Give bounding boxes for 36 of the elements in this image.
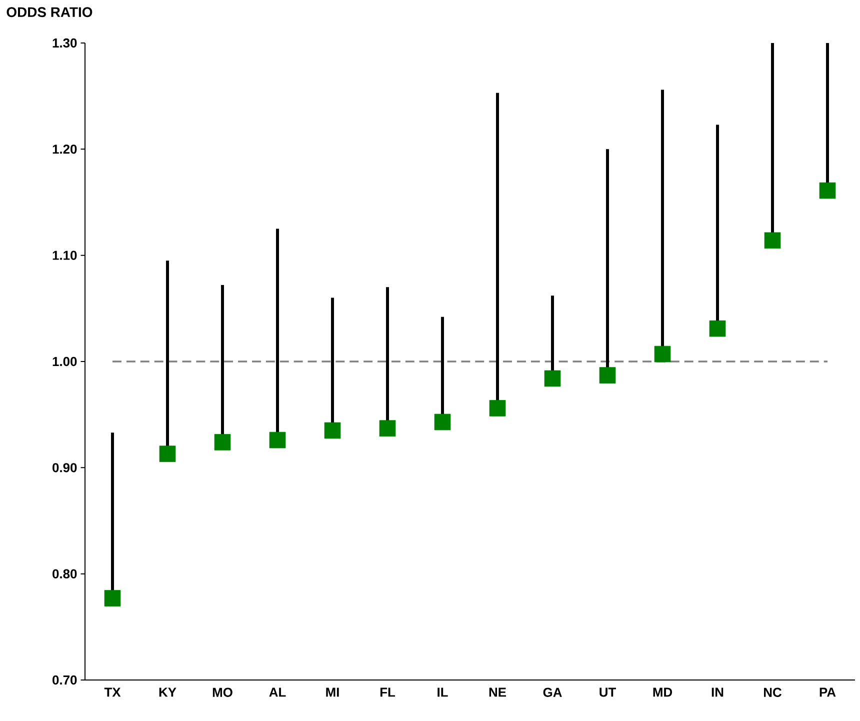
x-tick-label: GA	[543, 688, 562, 697]
point	[159, 446, 176, 462]
y-tick-label: 1.00	[52, 356, 77, 366]
x-tick-label: PA	[820, 688, 836, 697]
y-tick-label: 0.90	[52, 463, 77, 472]
point	[269, 432, 286, 448]
y-tick-label: 0.80	[52, 569, 77, 578]
y-axis-title: ODDS RATIO	[6, 7, 92, 18]
x-tick-label: IN	[712, 688, 724, 697]
point	[599, 367, 616, 384]
point	[214, 434, 231, 450]
y-tick-label: 1.20	[52, 144, 77, 154]
point	[654, 346, 671, 362]
y-tick-label: 1.30	[52, 38, 77, 48]
x-tick-label: MO	[212, 688, 232, 697]
point	[764, 232, 781, 249]
x-tick-label: MI	[326, 688, 339, 697]
x-tick-label: NC	[764, 688, 782, 697]
x-tick-label: MD	[653, 688, 672, 697]
point	[379, 420, 396, 437]
point	[489, 400, 506, 416]
x-tick-label: FL	[380, 688, 396, 697]
y-tick-label: 0.70	[52, 675, 77, 685]
y-tick-label: 1.10	[52, 250, 77, 260]
point	[544, 370, 561, 387]
x-tick-label: IL	[438, 688, 448, 697]
x-tick-label: AL	[269, 688, 286, 697]
x-tick-label: TX	[104, 688, 121, 697]
point	[324, 422, 341, 439]
point	[709, 320, 726, 337]
point	[434, 414, 451, 430]
x-tick-label: KY	[159, 688, 176, 697]
x-tick-label: UT	[600, 688, 616, 697]
point	[819, 182, 836, 199]
x-tick-label: NE	[489, 688, 506, 697]
point	[104, 590, 121, 606]
